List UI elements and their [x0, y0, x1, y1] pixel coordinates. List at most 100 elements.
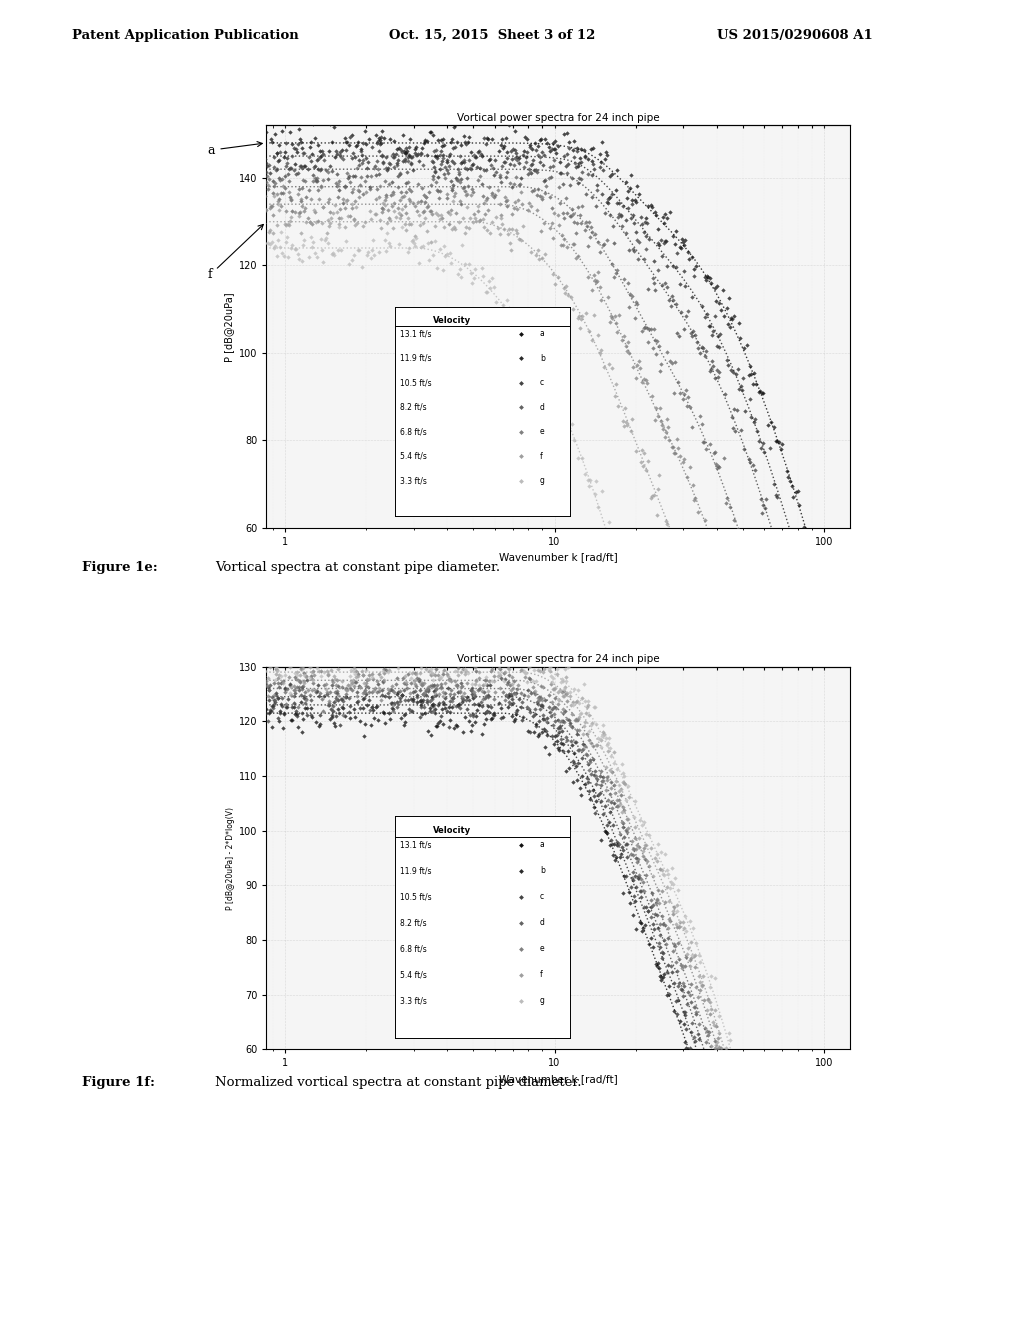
- Point: [291, 249, 307, 271]
- Point: [753, 1102, 769, 1123]
- Point: [637, 849, 653, 870]
- Point: [671, 762, 687, 783]
- Point: [315, 197, 332, 218]
- Point: [330, 186, 346, 207]
- Point: [396, 711, 413, 733]
- Point: [602, 306, 618, 327]
- Point: [574, 447, 591, 469]
- Point: [244, 235, 260, 256]
- Point: [557, 282, 573, 304]
- Point: [492, 164, 508, 185]
- Point: [593, 771, 609, 792]
- Point: [761, 638, 777, 659]
- Point: [676, 917, 692, 939]
- Point: [564, 413, 581, 434]
- Point: [520, 686, 537, 708]
- Point: [266, 157, 283, 178]
- Point: [298, 667, 314, 688]
- Point: [551, 739, 567, 760]
- Point: [826, 1172, 843, 1193]
- Point: [598, 770, 614, 791]
- Point: [528, 715, 545, 737]
- Point: [653, 941, 670, 962]
- Point: [592, 152, 608, 173]
- Point: [375, 671, 391, 692]
- Point: [596, 821, 612, 842]
- Point: [697, 341, 714, 362]
- Point: [745, 412, 762, 433]
- Point: [325, 696, 341, 717]
- Point: [377, 686, 393, 708]
- Point: [464, 677, 480, 698]
- Point: [523, 162, 540, 183]
- Point: [274, 696, 291, 717]
- Point: [641, 825, 657, 846]
- Point: [841, 681, 857, 702]
- Point: [817, 706, 834, 727]
- Point: [559, 730, 575, 751]
- Point: [808, 549, 824, 570]
- Point: [385, 218, 401, 239]
- Point: [428, 203, 444, 224]
- Point: [244, 705, 260, 726]
- Point: [368, 124, 384, 145]
- Point: [773, 560, 790, 581]
- Point: [644, 913, 660, 935]
- Point: [759, 1137, 775, 1158]
- Point: [547, 725, 563, 746]
- Point: [642, 896, 658, 917]
- Point: [594, 771, 610, 792]
- Point: [695, 432, 712, 453]
- Point: [625, 843, 641, 865]
- Point: [326, 665, 342, 686]
- Point: [414, 692, 430, 713]
- Point: [490, 657, 507, 678]
- Point: [468, 671, 484, 692]
- Point: [476, 713, 493, 734]
- Point: [477, 669, 494, 690]
- Point: [649, 879, 666, 900]
- Point: [339, 675, 355, 696]
- Point: [534, 694, 550, 715]
- Point: [663, 956, 679, 977]
- Point: [389, 694, 406, 715]
- Point: [818, 644, 835, 665]
- Point: [381, 173, 397, 194]
- Point: [617, 335, 634, 356]
- Point: [754, 503, 770, 524]
- Point: [515, 215, 531, 236]
- Point: [804, 598, 820, 619]
- Point: [807, 603, 823, 624]
- Point: [570, 173, 587, 194]
- Point: [637, 211, 653, 232]
- Point: [605, 267, 622, 288]
- Point: [442, 252, 459, 273]
- Point: [458, 133, 474, 154]
- Point: [519, 128, 536, 149]
- Point: [345, 698, 361, 719]
- Point: [670, 932, 686, 953]
- Point: [526, 681, 543, 702]
- Point: [423, 659, 439, 680]
- Point: [239, 681, 255, 702]
- Point: [541, 685, 557, 706]
- Point: [285, 235, 301, 256]
- Point: [241, 689, 257, 710]
- Point: [461, 149, 477, 170]
- Point: [639, 850, 655, 871]
- Point: [265, 205, 282, 226]
- Point: [677, 230, 693, 251]
- Point: [701, 880, 718, 902]
- Point: [426, 140, 442, 161]
- Point: [471, 140, 487, 161]
- Point: [651, 936, 668, 957]
- Point: [559, 682, 575, 704]
- Point: [563, 286, 580, 308]
- Point: [566, 742, 583, 763]
- Point: [788, 539, 805, 560]
- Point: [450, 696, 466, 717]
- Point: [328, 141, 344, 162]
- Point: [530, 688, 547, 709]
- Point: [584, 280, 600, 301]
- Point: [547, 710, 563, 731]
